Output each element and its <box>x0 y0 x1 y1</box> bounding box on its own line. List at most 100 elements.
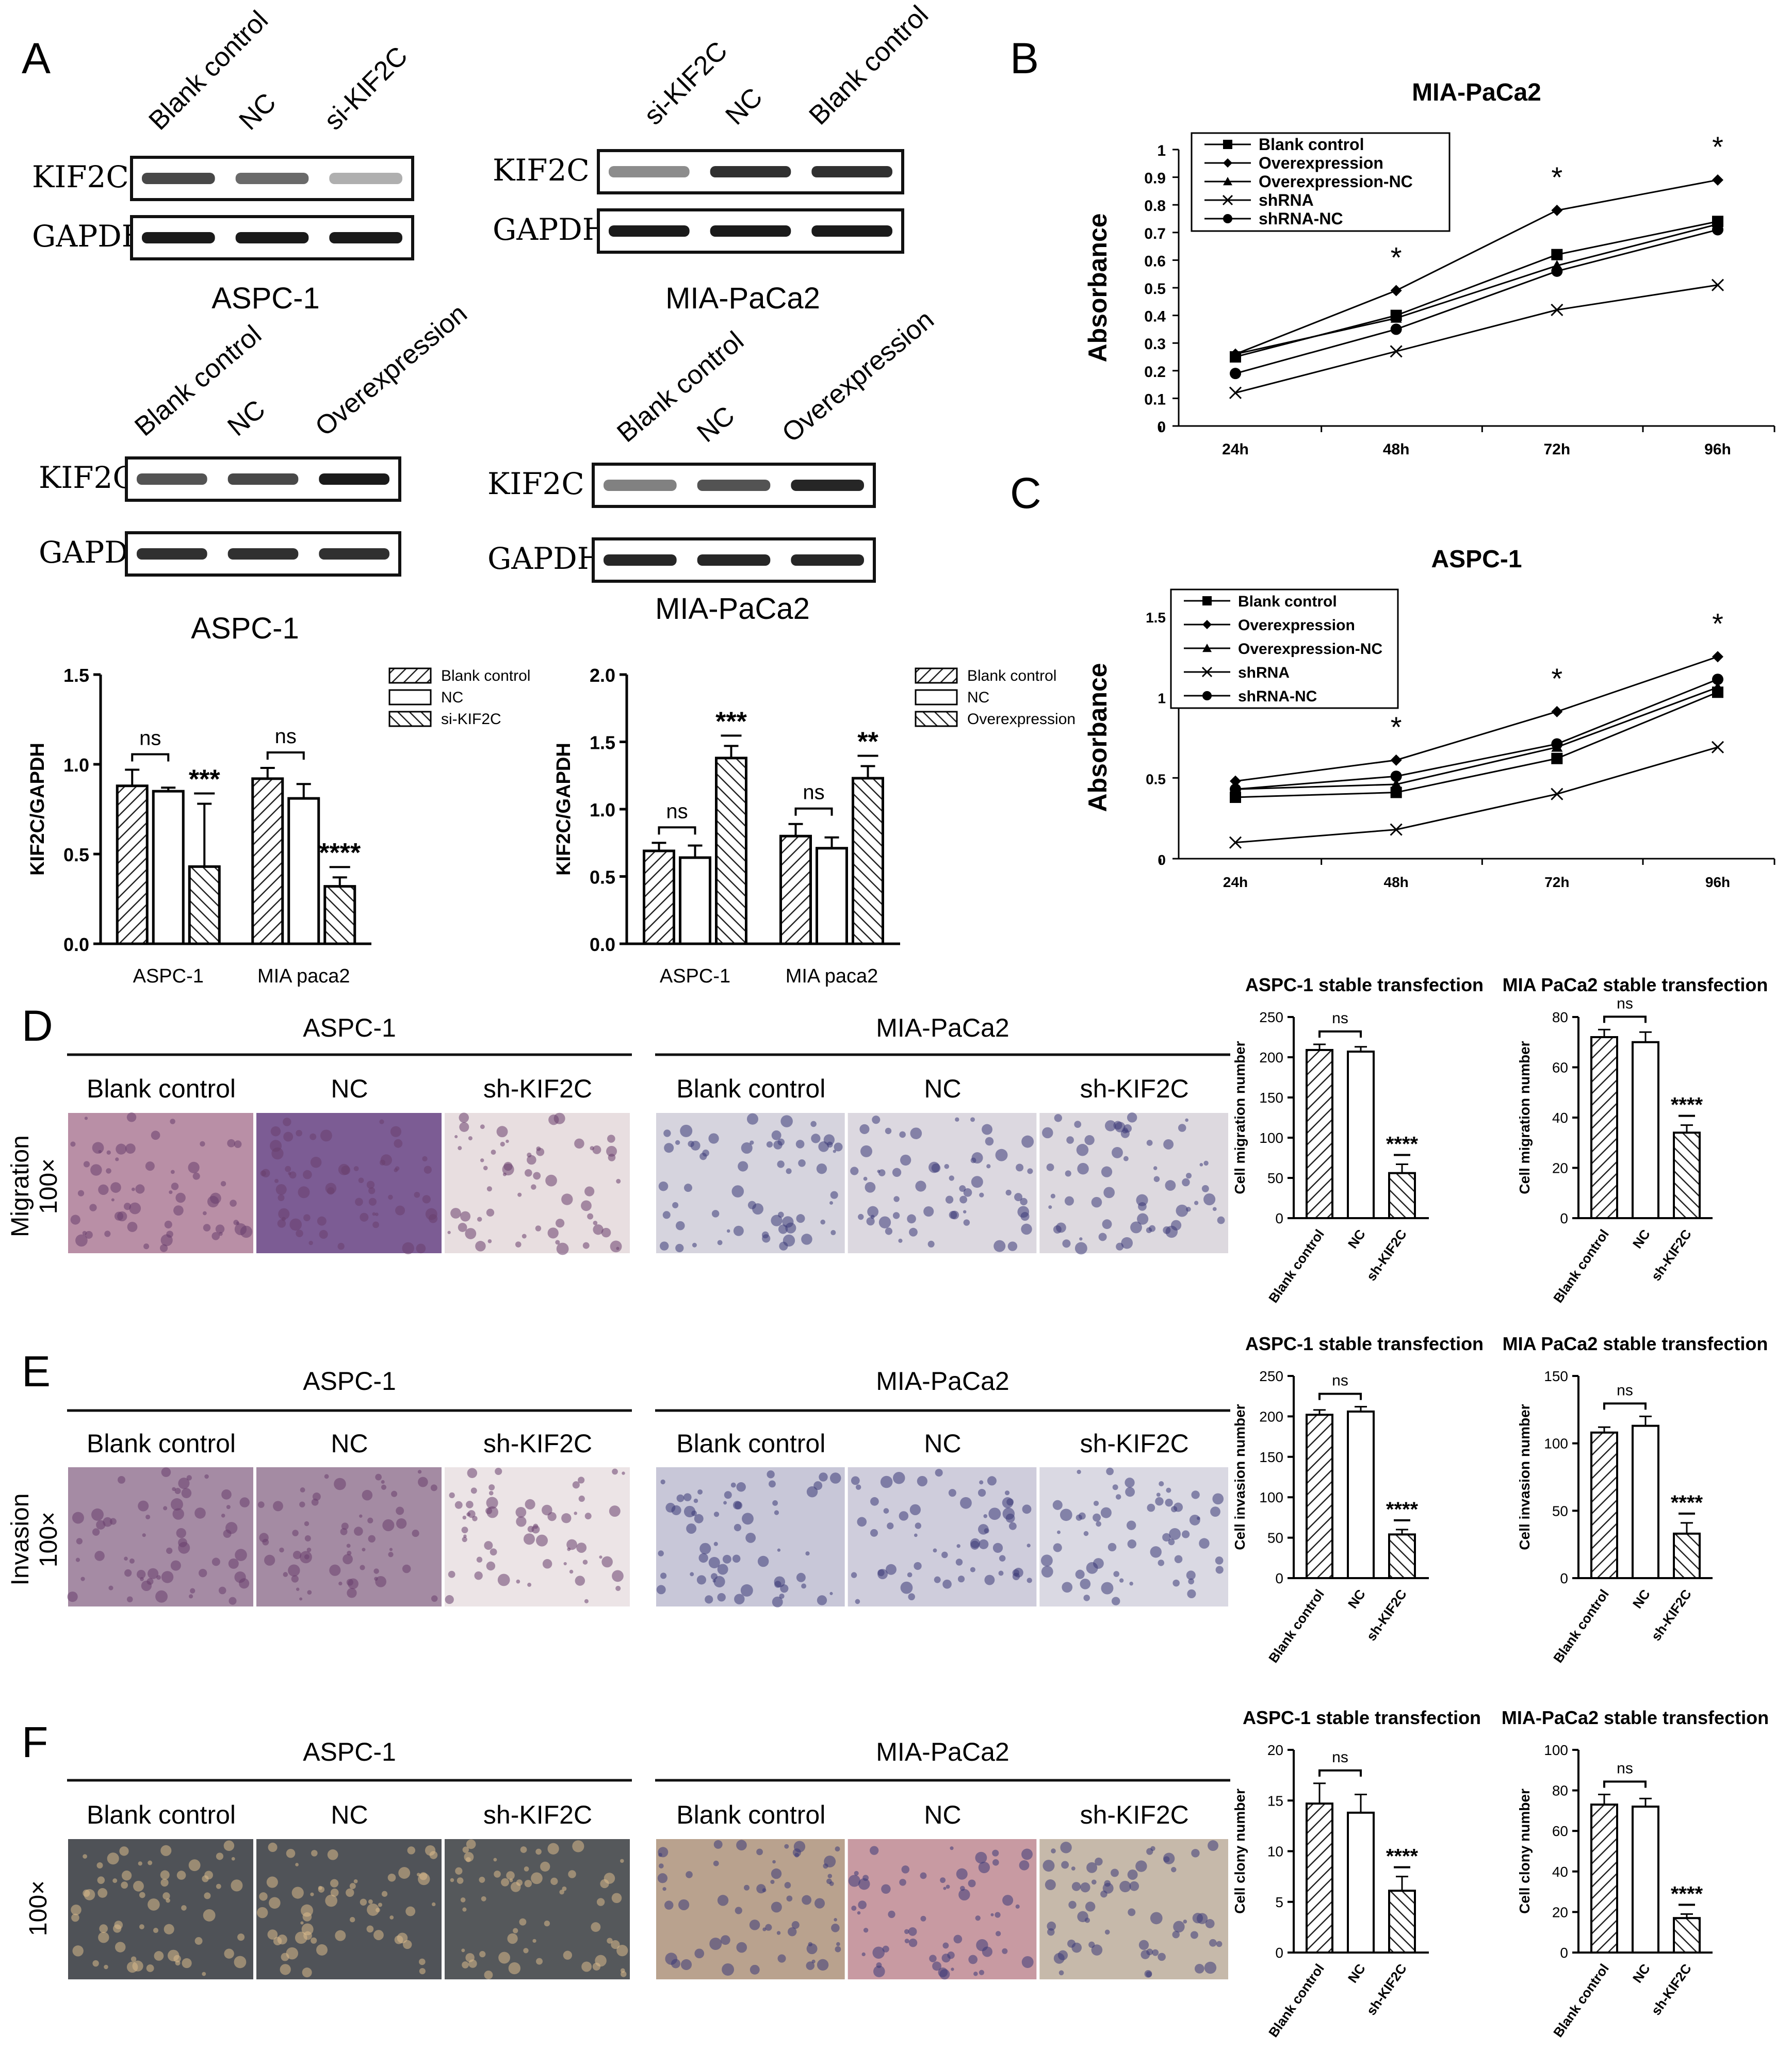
cell-speck <box>160 1870 170 1880</box>
cell-speck <box>143 1243 150 1250</box>
cell-speck <box>885 1564 897 1575</box>
y-tick-label: 0.7 <box>1144 225 1166 242</box>
cell-speck <box>683 1184 692 1192</box>
cell-speck <box>429 1851 438 1859</box>
cell-speck <box>900 1154 911 1166</box>
cell-speck <box>581 1200 592 1211</box>
x-tick-label: NC <box>1630 1226 1653 1251</box>
cell-speck <box>106 1168 111 1174</box>
cell-speck <box>982 1124 992 1135</box>
cell-speck <box>1068 1900 1077 1909</box>
cell-speck <box>318 1886 325 1893</box>
marker-circle <box>1551 738 1563 750</box>
x-tick-label: 96h <box>1705 874 1730 890</box>
y-tick-label: 0.5 <box>590 867 615 888</box>
cell-speck <box>121 1871 132 1881</box>
cell-speck <box>771 1130 781 1140</box>
cell-speck <box>480 1158 484 1162</box>
cell-speck <box>227 1139 236 1147</box>
cell-speck <box>1093 1500 1099 1506</box>
significance-label: ns <box>1332 1749 1348 1766</box>
cell-speck <box>920 1915 926 1922</box>
blot-band <box>137 473 207 485</box>
cell-speck <box>373 1930 384 1940</box>
cell-speck <box>1021 1135 1034 1148</box>
cell-speck <box>1101 1582 1114 1595</box>
cell-speck <box>83 1854 87 1859</box>
cell-speck <box>878 1169 886 1176</box>
cell-speck <box>283 1132 294 1142</box>
cell-speck <box>1095 1857 1103 1866</box>
cell-speck <box>204 1474 209 1479</box>
bar <box>1347 1811 1375 1954</box>
x-tick-label: Blank control <box>1265 1226 1327 1305</box>
cell-speck <box>699 1543 711 1554</box>
cell-speck <box>210 1192 221 1204</box>
cell-speck <box>476 1556 483 1563</box>
y-tick-label: 50 <box>1267 1530 1283 1546</box>
cell-speck <box>940 1877 946 1883</box>
cell-speck <box>606 1145 617 1157</box>
cell-speck <box>467 1510 476 1518</box>
panel-letter-a: A <box>22 34 51 83</box>
cell-speck <box>1183 1920 1187 1924</box>
y-tick-label: 100 <box>1544 1436 1568 1452</box>
cell-speck <box>951 1967 954 1971</box>
cell-speck <box>1165 1180 1176 1191</box>
cell-speck <box>1128 1908 1136 1916</box>
cell-speck <box>1101 1166 1113 1177</box>
cell-speck <box>129 1558 135 1564</box>
cell-speck <box>915 1522 922 1529</box>
cell-speck <box>1187 1589 1196 1599</box>
cell-speck <box>138 1861 142 1866</box>
cell-speck <box>159 1244 168 1252</box>
bar-chart-small: ASPC-1 stable transfection 0 50 100 150 200 25… <box>1232 1333 1484 1666</box>
cell-speck <box>416 1243 426 1254</box>
cell-speck <box>1078 1512 1086 1520</box>
significance-stars: **** <box>1671 1491 1703 1514</box>
legend-label: Blank control <box>1259 135 1364 154</box>
y-tick-label: 0 <box>1560 1570 1568 1586</box>
cell-speck <box>835 1946 841 1953</box>
cell-speck <box>713 1542 718 1546</box>
cell-speck <box>178 1542 190 1554</box>
cell-speck <box>484 1970 493 1979</box>
cell-speck <box>126 1961 138 1973</box>
marker-triangle <box>1712 681 1723 692</box>
cell-speck <box>84 1117 88 1120</box>
cell-speck <box>211 1557 220 1566</box>
marker-x <box>1551 303 1563 316</box>
cell-speck <box>1021 1956 1034 1968</box>
cell-speck <box>622 1471 625 1475</box>
y-tick-label: 0.9 <box>1144 170 1166 187</box>
cell-speck <box>934 1576 941 1583</box>
cell-speck <box>658 1863 664 1868</box>
cell-speck <box>372 1212 376 1216</box>
cell-speck <box>466 1839 476 1849</box>
legend-label: shRNA <box>1238 664 1290 681</box>
cell-speck <box>717 1895 729 1906</box>
significance-label: ns <box>139 727 161 749</box>
cell-speck <box>963 1210 967 1214</box>
bar <box>1306 1414 1333 1579</box>
cell-speck <box>1127 1112 1137 1123</box>
series-line <box>1235 678 1718 790</box>
marker-diamond <box>1390 754 1402 766</box>
cell-speck <box>119 1846 129 1856</box>
cell-speck <box>877 1569 885 1577</box>
cell-speck <box>1002 1507 1015 1520</box>
cell-speck <box>878 1216 891 1228</box>
cell-speck <box>346 1544 351 1548</box>
legend-swatch <box>915 711 958 727</box>
cell-speck <box>608 1154 616 1161</box>
bar <box>679 856 711 945</box>
group-label: MIA-PaCa2 <box>876 1013 1009 1042</box>
cell-speck <box>360 1565 365 1570</box>
cell-speck <box>468 1136 473 1141</box>
cell-speck <box>1129 1881 1139 1891</box>
y-axis-label: Cell clony number <box>1517 1789 1533 1914</box>
bar <box>1388 1533 1416 1579</box>
cell-speck <box>814 1898 825 1909</box>
cell-speck <box>171 1183 179 1190</box>
bar <box>1306 1802 1333 1954</box>
